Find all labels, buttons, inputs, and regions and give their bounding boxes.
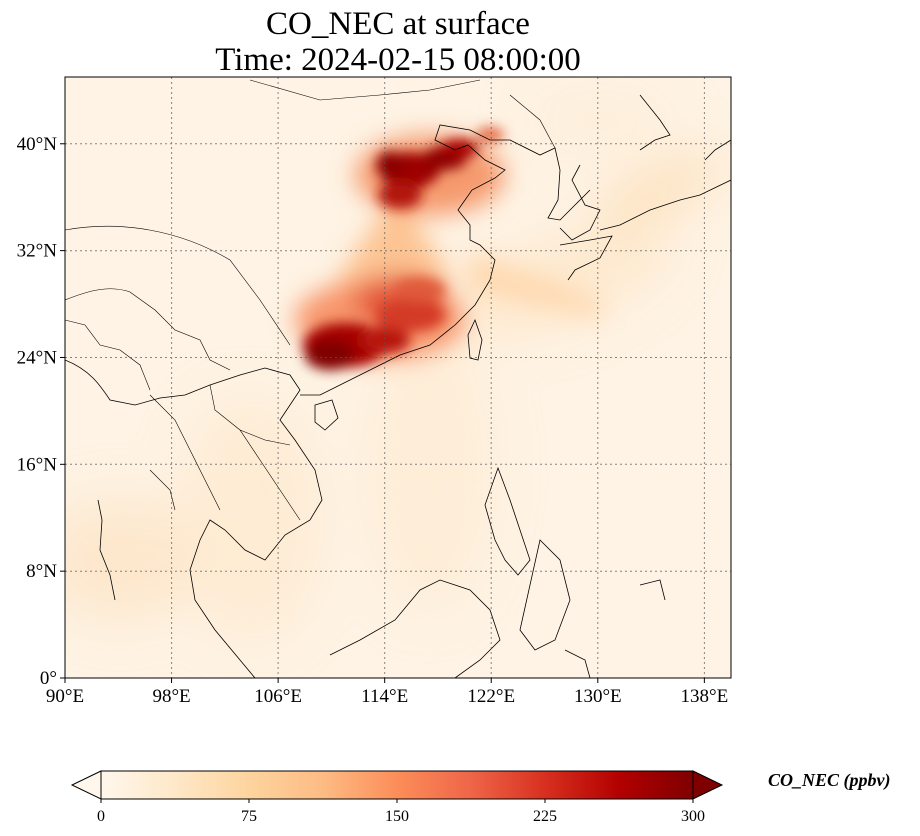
colorbar-label: CO_NEC (ppbv) <box>768 770 891 790</box>
lon-tick-label: 138°E <box>681 686 729 707</box>
colorbar-ticks: 0 75 150 225 300 <box>97 799 705 825</box>
lat-tick-label: 0° <box>40 668 57 689</box>
gridlines <box>65 77 731 678</box>
latitude-axis: 0° 8°N 16°N 24°N 32°N 40°N <box>17 134 65 689</box>
map-frame <box>64 76 732 679</box>
pollution-hotspots <box>303 127 504 370</box>
colorbar-tick-label: 300 <box>681 808 705 825</box>
colorbar-tick-label: 0 <box>97 808 105 825</box>
map-title-variable: CO_NEC at surface <box>266 6 530 42</box>
colorbar-gradient <box>101 771 693 799</box>
background-concentration <box>65 90 725 640</box>
lon-tick-label: 122°E <box>467 686 515 707</box>
lat-tick-label: 24°N <box>17 347 58 368</box>
lon-tick-label: 114°E <box>361 686 408 707</box>
lon-tick-label: 90°E <box>46 686 84 707</box>
lat-tick-label: 16°N <box>17 454 58 475</box>
longitude-axis: 90°E 98°E 106°E 114°E 122°E 130°E 138°E <box>46 678 728 707</box>
colorbar-extend-max <box>692 770 724 800</box>
lon-tick-label: 106°E <box>254 686 302 707</box>
map-title-time: Time: 2024-02-15 08:00:00 <box>215 42 581 78</box>
lon-tick-label: 98°E <box>152 686 190 707</box>
coastlines <box>65 94 731 678</box>
colorbar-extend-min <box>70 770 102 800</box>
lat-tick-label: 8°N <box>26 561 57 582</box>
country-borders <box>65 79 556 521</box>
colorbar-tick-label: 150 <box>385 808 409 825</box>
colorbar-tick-label: 225 <box>533 808 557 825</box>
colorbar-tick-label: 75 <box>241 808 257 825</box>
colorbar: 0 75 150 225 300 <box>70 770 724 825</box>
map-panel <box>65 77 731 678</box>
lat-tick-label: 40°N <box>17 134 58 155</box>
lon-tick-label: 130°E <box>574 686 622 707</box>
lat-tick-label: 32°N <box>17 241 58 262</box>
